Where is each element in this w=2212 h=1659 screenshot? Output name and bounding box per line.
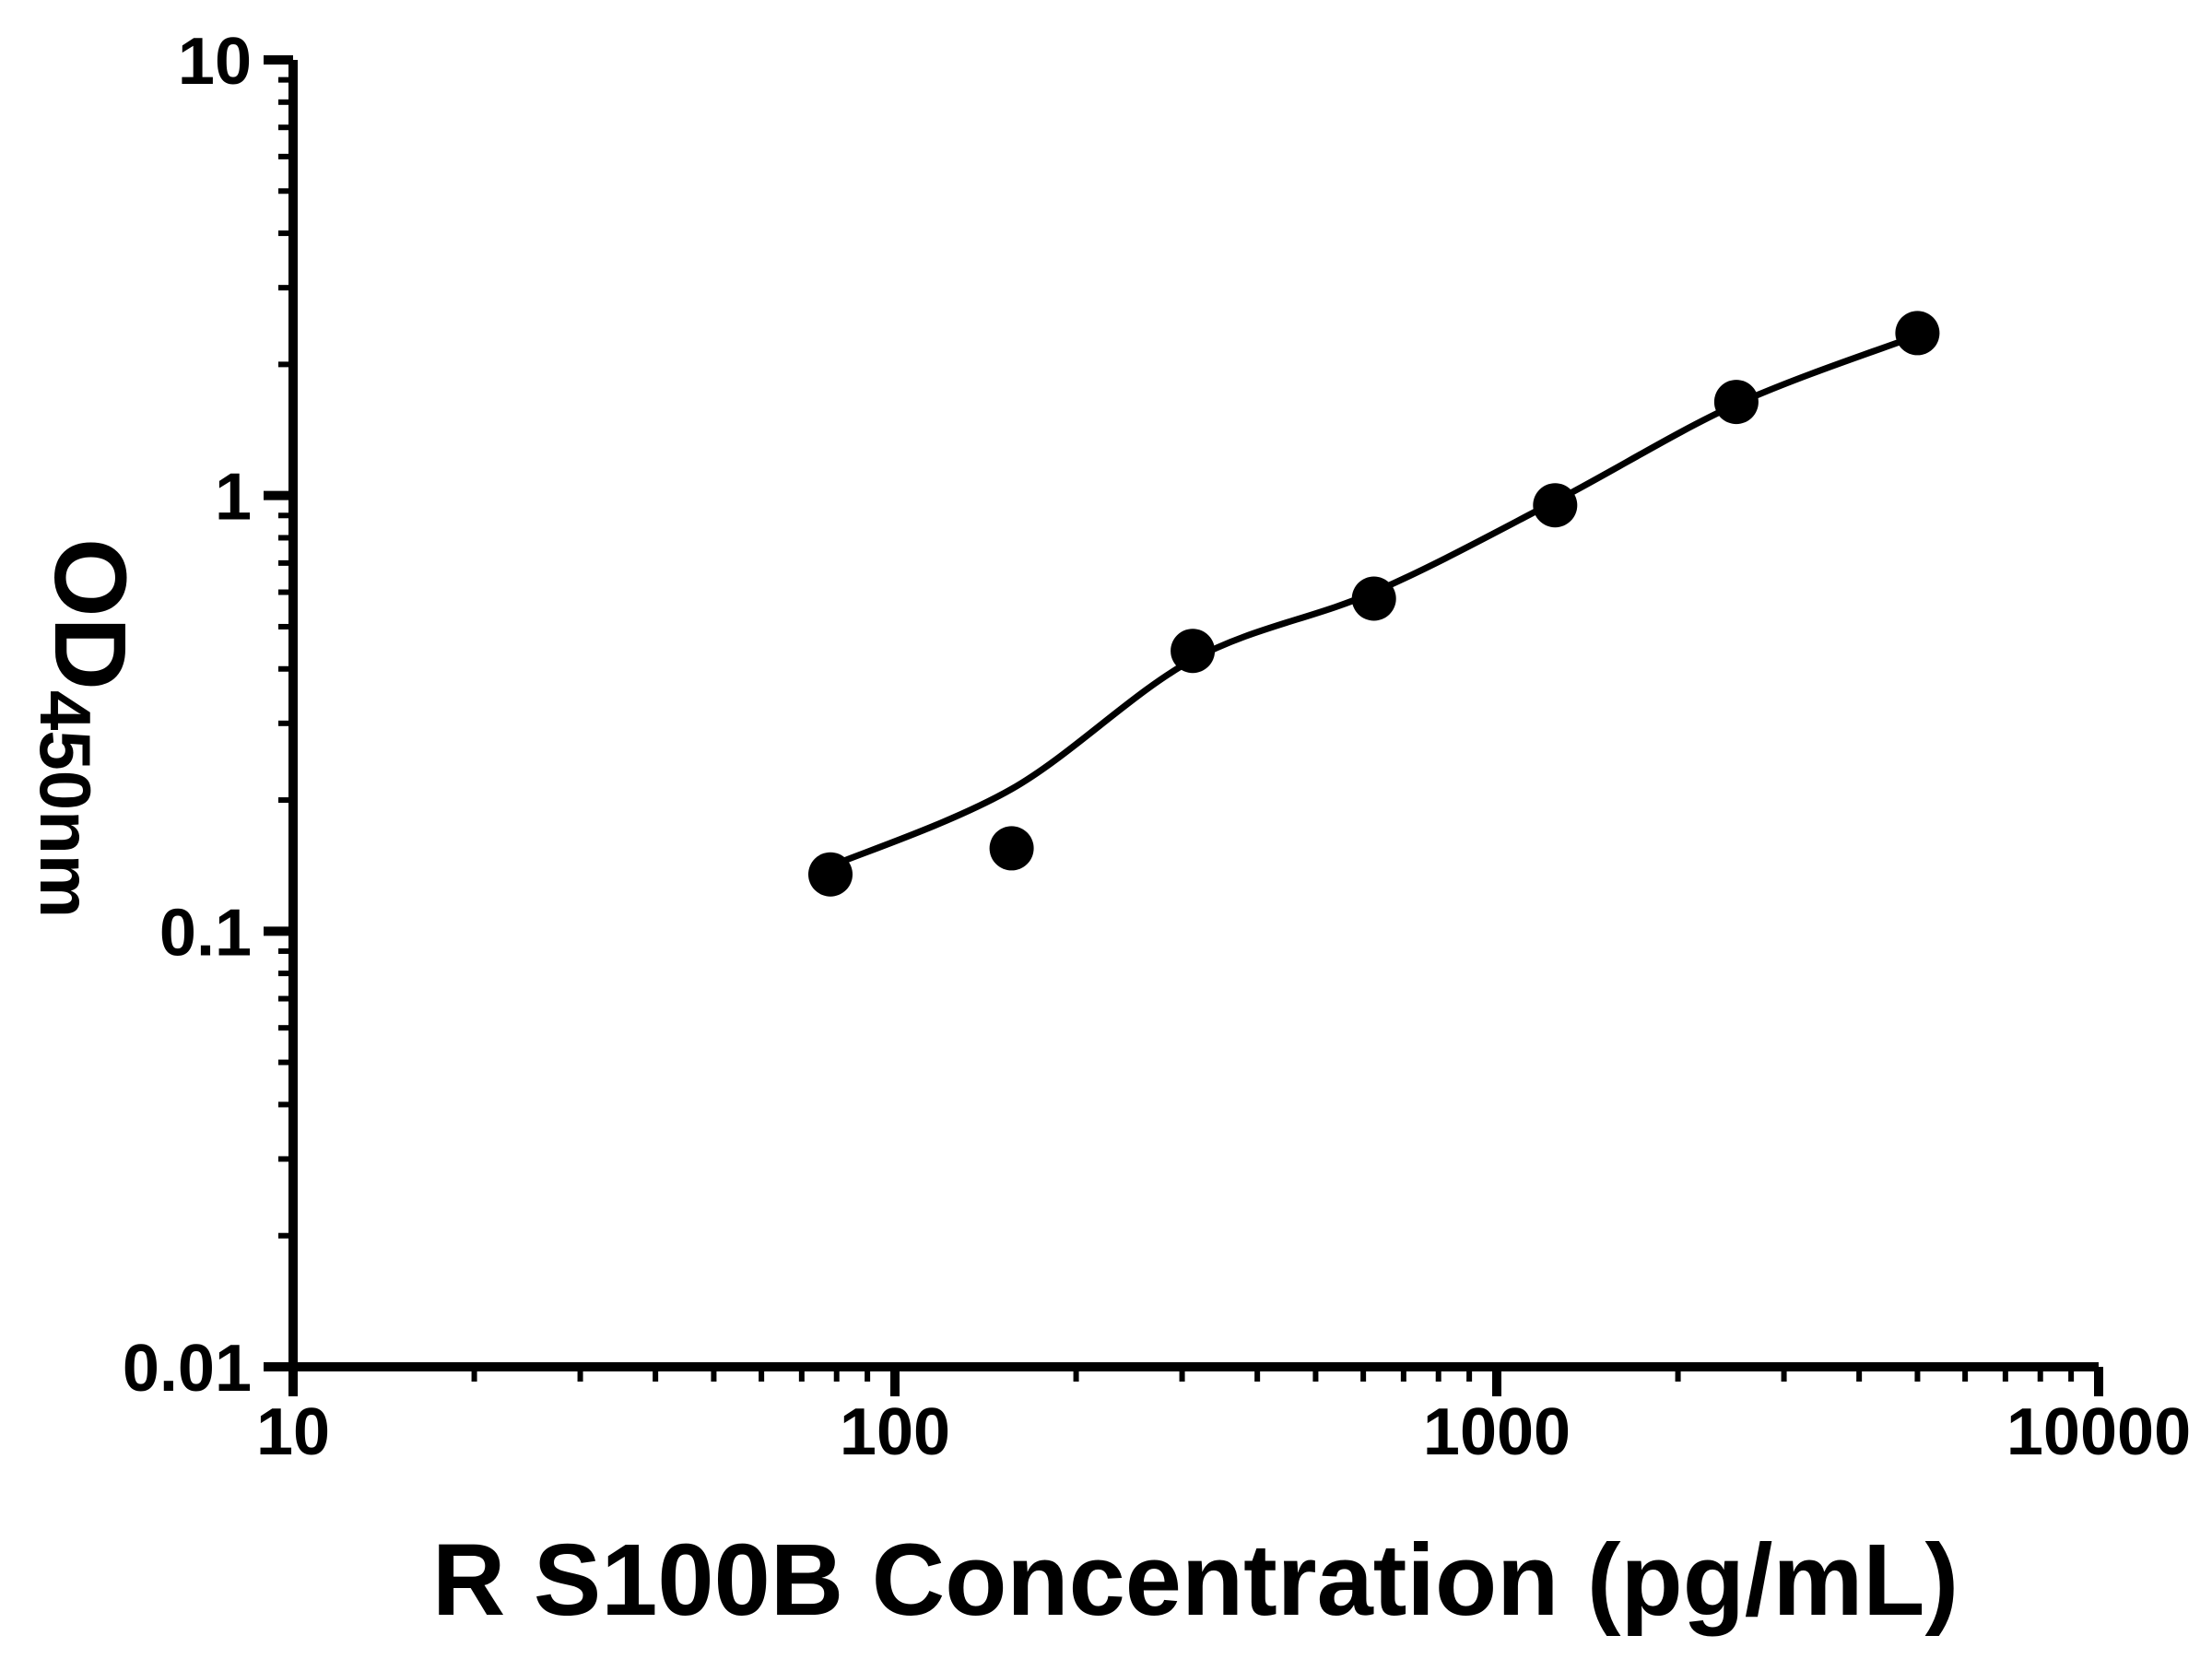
x-tick-label: 1000 [1423,1395,1571,1469]
y-tick-label: 0.1 [159,896,252,970]
data-point-marker [808,852,853,897]
data-point-marker [1533,483,1578,528]
data-point-marker [1171,629,1216,674]
x-tick-label: 10000 [2006,1395,2191,1469]
y-axis-title-main: OD [33,538,147,690]
x-tick-label: 10 [256,1395,330,1469]
y-axis-title-subscript: 450nm [25,690,106,918]
y-tick-label: 10 [178,25,252,99]
data-point-marker [989,826,1034,871]
data-point-marker [1713,380,1759,425]
data-points-group [808,311,1940,897]
y-tick-label: 0.01 [123,1332,252,1406]
tick-labels-group: 10 100 1000 10000 10 1 0.1 0.01 [123,25,2191,1469]
data-point-marker [1895,311,1940,356]
y-axis-title: OD450nm [25,538,147,918]
y-tick-label: 1 [215,461,252,535]
x-axis-title: R S100B Concentration (pg/mL) [432,1524,1959,1637]
data-point-marker [1351,576,1396,621]
minor-ticks-group [278,76,2075,1382]
major-ticks-group [264,55,2103,1396]
x-tick-label: 100 [840,1395,950,1469]
svg-text:OD450nm: OD450nm [25,538,147,918]
axis-lines [288,60,2099,1371]
